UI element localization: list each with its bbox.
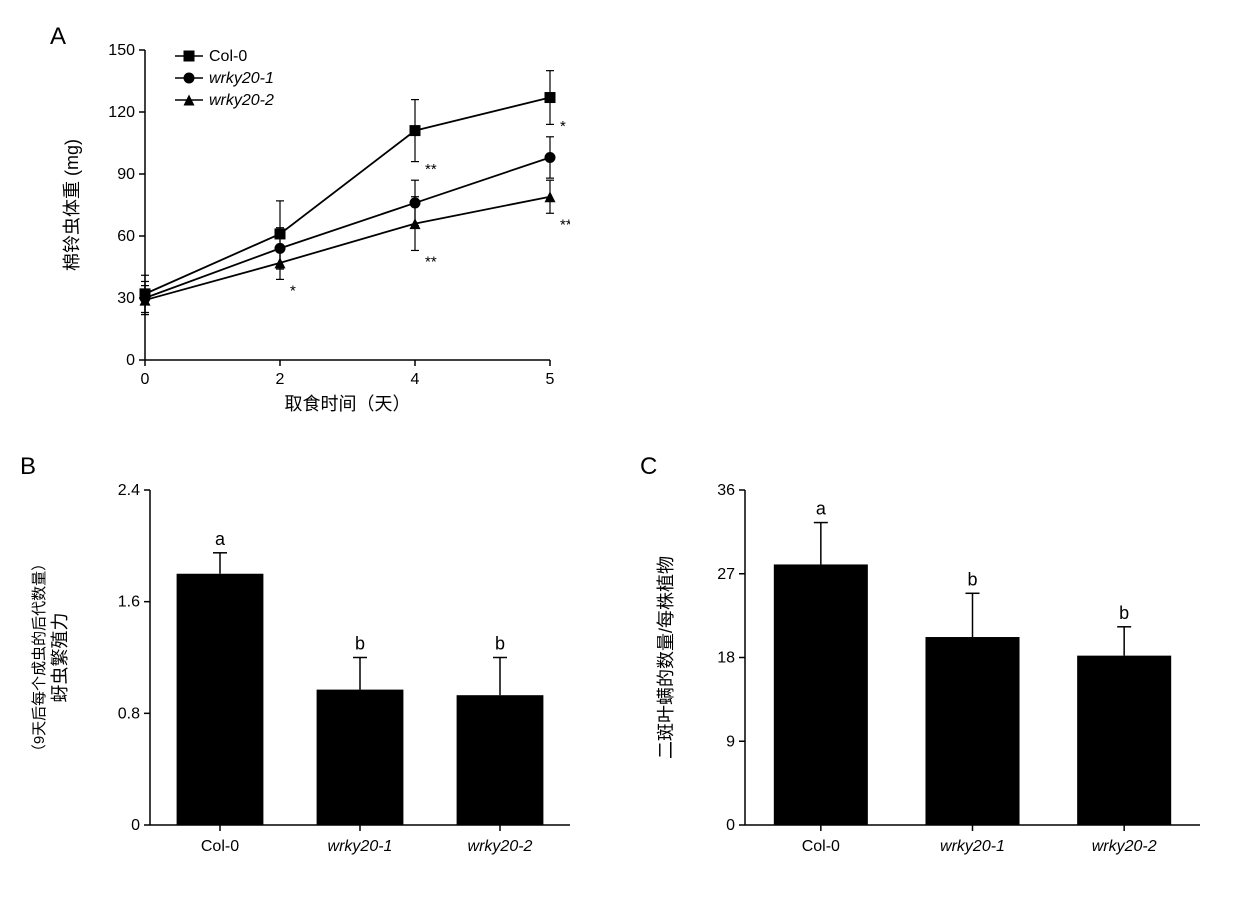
svg-text:2.4: 2.4 <box>118 482 140 499</box>
svg-text:（9天后每个成虫的后代数量）: （9天后每个成虫的后代数量） <box>31 556 48 759</box>
svg-text:二斑叶螨的数量/每株植物: 二斑叶螨的数量/每株植物 <box>656 556 676 759</box>
svg-text:Col-0: Col-0 <box>209 48 247 65</box>
svg-text:1.6: 1.6 <box>118 594 140 611</box>
svg-text:4: 4 <box>411 371 420 388</box>
svg-text:Col-0: Col-0 <box>201 838 239 855</box>
svg-text:9: 9 <box>726 733 735 750</box>
svg-text:A: A <box>50 23 66 50</box>
svg-text:90: 90 <box>117 166 135 183</box>
svg-text:60: 60 <box>117 228 135 245</box>
svg-text:27: 27 <box>717 566 735 583</box>
svg-text:30: 30 <box>117 290 135 307</box>
svg-text:b: b <box>1119 603 1129 623</box>
svg-text:棉铃虫体重 (mg): 棉铃虫体重 (mg) <box>62 139 82 271</box>
panel-c: C 0 9 18 27 36 a Col-0 b wrky20-1 b wrky20-2 二斑叶螨的数量… <box>640 450 1220 880</box>
panel-b: B 0 0.8 1.6 2.4 a Col-0 b wrky20-1 b wrky20-2 蚜虫繁殖力… <box>20 450 590 880</box>
svg-text:0: 0 <box>141 371 150 388</box>
svg-text:蚜虫繁殖力: 蚜虫繁殖力 <box>49 613 70 703</box>
svg-text:**: ** <box>425 253 437 270</box>
figure-container: A03060901201500245取食时间（天）棉铃虫体重 (mg)*****… <box>20 20 1220 882</box>
svg-text:wrky20-2: wrky20-2 <box>209 92 274 109</box>
svg-text:**: ** <box>425 161 437 178</box>
svg-text:b: b <box>355 634 365 654</box>
svg-text:0: 0 <box>131 817 140 834</box>
svg-text:wrky20-1: wrky20-1 <box>940 838 1005 855</box>
svg-text:wrky20-1: wrky20-1 <box>209 70 274 87</box>
svg-text:36: 36 <box>717 482 735 499</box>
svg-text:a: a <box>215 529 226 549</box>
svg-text:wrky20-1: wrky20-1 <box>328 838 393 855</box>
svg-text:**: ** <box>560 216 570 233</box>
svg-text:wrky20-2: wrky20-2 <box>468 838 533 855</box>
svg-text:120: 120 <box>108 104 135 121</box>
svg-text:150: 150 <box>108 42 135 59</box>
svg-text:0: 0 <box>726 817 735 834</box>
panel-a: A03060901201500245取食时间（天）棉铃虫体重 (mg)*****… <box>50 20 570 420</box>
svg-text:0.8: 0.8 <box>118 705 140 722</box>
svg-text:18: 18 <box>717 650 735 667</box>
svg-text:a: a <box>816 499 827 519</box>
svg-text:5: 5 <box>546 371 555 388</box>
svg-text:b: b <box>967 569 977 589</box>
svg-text:取食时间（天）: 取食时间（天） <box>285 394 411 414</box>
svg-text:*: * <box>290 282 296 299</box>
svg-text:Col-0: Col-0 <box>802 838 840 855</box>
svg-text:0: 0 <box>126 352 135 369</box>
svg-text:b: b <box>495 634 505 654</box>
svg-text:*: * <box>560 118 566 135</box>
svg-text:2: 2 <box>276 371 285 388</box>
svg-text:C: C <box>640 453 657 480</box>
svg-text:B: B <box>20 453 36 480</box>
svg-text:wrky20-2: wrky20-2 <box>1092 838 1157 855</box>
